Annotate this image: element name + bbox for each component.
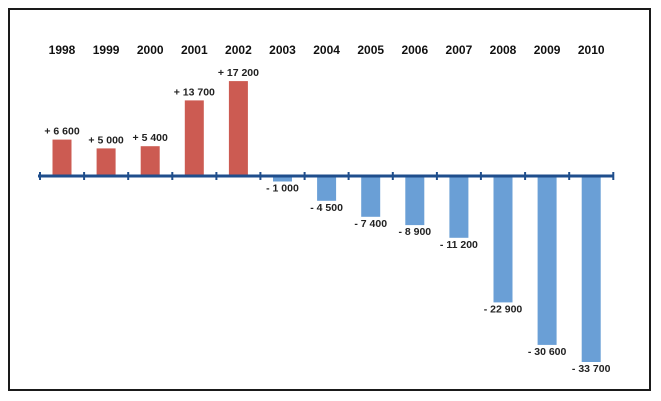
bar-2000 bbox=[140, 146, 160, 176]
year-label-2010: 2010 bbox=[578, 43, 605, 57]
year-label-2006: 2006 bbox=[401, 43, 428, 57]
value-label-2004: - 4 500 bbox=[310, 202, 343, 214]
value-label-2007: - 11 200 bbox=[440, 239, 478, 251]
year-label-2008: 2008 bbox=[490, 43, 517, 57]
year-label-1998: 1998 bbox=[49, 43, 76, 57]
value-label-1999: + 5 000 bbox=[88, 134, 123, 146]
value-label-1998: + 6 600 bbox=[44, 126, 79, 138]
year-label-2001: 2001 bbox=[181, 43, 208, 57]
bar-2004 bbox=[317, 176, 337, 201]
bar-2003 bbox=[273, 176, 292, 182]
value-label-2003: - 1 000 bbox=[266, 183, 299, 195]
zero-axis bbox=[38, 172, 615, 180]
bar-2005 bbox=[361, 176, 381, 217]
value-label-2001: + 13 700 bbox=[174, 86, 215, 98]
bar-2006 bbox=[405, 176, 425, 226]
value-label-2002: + 17 200 bbox=[218, 67, 259, 79]
year-labels: 1998 1999 2000 2001 2002 2003 2004 2005 2006 2007… bbox=[49, 43, 605, 57]
bar-2010 bbox=[581, 176, 601, 362]
year-label-2002: 2002 bbox=[225, 43, 252, 57]
bar-2008 bbox=[493, 176, 513, 303]
year-label-2009: 2009 bbox=[534, 43, 561, 57]
value-label-2000: + 5 400 bbox=[133, 132, 168, 144]
value-labels: + 6 600 + 5 000 + 5 400 + 13 700+ 17 200 - 1… bbox=[44, 67, 610, 375]
bars bbox=[52, 81, 601, 362]
bar-2001 bbox=[184, 100, 204, 176]
year-label-2005: 2005 bbox=[357, 43, 384, 57]
value-label-2006: - 8 900 bbox=[398, 226, 431, 238]
value-label-2005: - 7 400 bbox=[354, 218, 387, 230]
year-label-2007: 2007 bbox=[446, 43, 473, 57]
bar-1998 bbox=[52, 139, 72, 176]
value-label-2010: - 33 700 bbox=[572, 363, 611, 375]
year-label-2000: 2000 bbox=[137, 43, 164, 57]
value-label-2009: - 30 600 bbox=[528, 346, 567, 358]
year-label-2003: 2003 bbox=[269, 43, 296, 57]
year-label-2004: 2004 bbox=[313, 43, 340, 57]
year-label-1999: 1999 bbox=[93, 43, 120, 57]
value-label-2008: - 22 900 bbox=[484, 303, 523, 315]
bar-2002 bbox=[228, 81, 248, 176]
bar-2007 bbox=[449, 176, 469, 238]
bar-2009 bbox=[537, 176, 557, 345]
bar-1999 bbox=[96, 148, 116, 176]
